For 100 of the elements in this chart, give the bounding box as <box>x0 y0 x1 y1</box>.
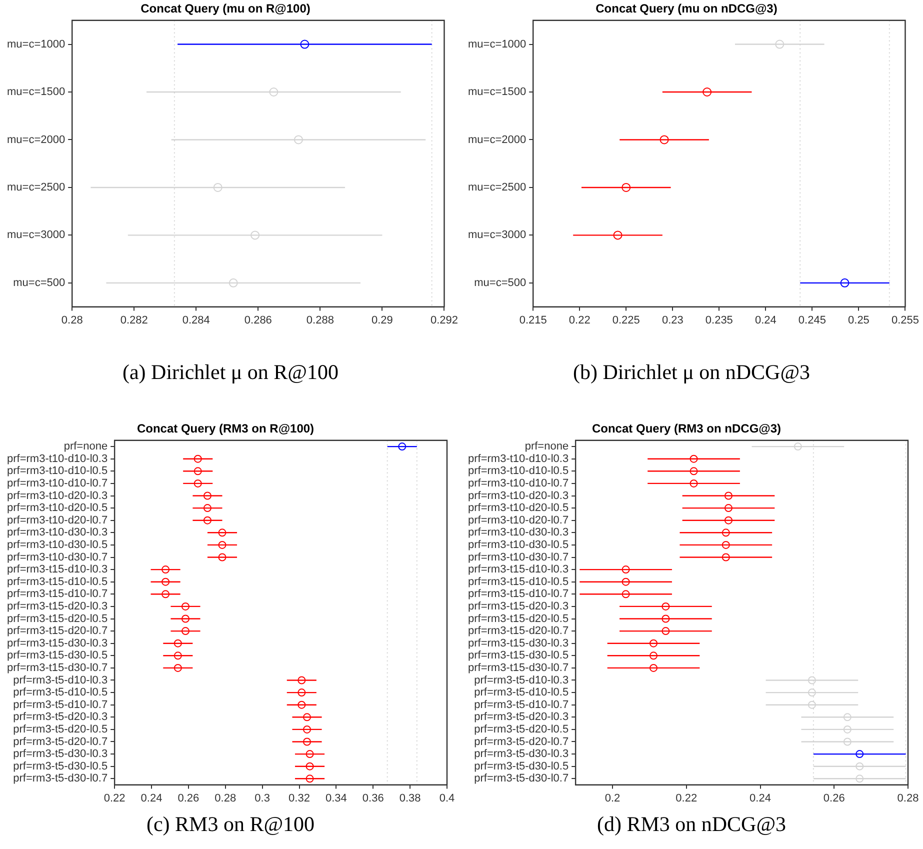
y-tick-label: mu=c=2500 <box>6 182 66 194</box>
point <box>808 676 816 684</box>
x-tick-label: 0.36 <box>362 792 384 804</box>
y-tick-label: prf=rm3-t10-d20-l0.3 <box>6 490 108 502</box>
y-tick-label: prf=rm3-t5-d30-l0.5 <box>13 760 108 772</box>
x-tick-label: 0.24 <box>140 792 162 804</box>
point <box>306 774 314 783</box>
point <box>622 578 630 586</box>
point <box>194 454 202 463</box>
x-tick-label: 0.28 <box>61 314 83 326</box>
point <box>690 467 698 476</box>
point <box>622 566 630 574</box>
x-tick-label: 0.25 <box>848 314 870 326</box>
point <box>203 492 212 500</box>
chart-title: Concat Query (RM3 on nDCG@3) <box>592 422 782 436</box>
point <box>794 442 802 451</box>
point <box>250 230 260 240</box>
y-tick-label: prf=rm3-t5-d20-l0.3 <box>13 711 108 724</box>
point <box>690 454 698 463</box>
y-tick-label: prf=rm3-t10-d30-l0.7 <box>468 551 569 564</box>
point <box>298 676 306 684</box>
point <box>650 639 658 648</box>
x-tick-label: 0.22 <box>104 792 126 804</box>
x-tick-label: 0.284 <box>182 314 210 326</box>
y-tick-label: prf=rm3-t5-d20-l0.5 <box>474 723 569 736</box>
y-tick-label: prf=rm3-t15-d10-l0.3 <box>468 564 569 576</box>
y-tick-label: prf=rm3-t5-d20-l0.7 <box>13 736 108 748</box>
point <box>203 516 212 524</box>
point <box>856 774 864 783</box>
point <box>843 713 852 722</box>
y-tick-label: prf=rm3-t5-d10-l0.7 <box>474 698 569 711</box>
point <box>775 40 784 49</box>
y-tick-label: prf=rm3-t10-d30-l0.5 <box>6 538 108 551</box>
x-tick-label: 0.288 <box>306 314 334 326</box>
y-tick-label: prf=rm3-t15-d20-l0.3 <box>6 600 108 612</box>
x-tick-label: 0.282 <box>120 314 148 326</box>
point <box>650 652 658 660</box>
x-tick-label: 0.2 <box>604 792 620 804</box>
y-tick-label: mu=c=1500 <box>468 86 526 98</box>
x-tick-label: 0.28 <box>897 792 919 804</box>
point <box>722 553 730 562</box>
point <box>194 467 202 476</box>
y-tick-label: prf=rm3-t15-d30-l0.5 <box>6 650 108 662</box>
x-tick-label: 0.245 <box>798 314 826 326</box>
x-tick-label: 0.26 <box>178 792 200 804</box>
point <box>690 479 698 488</box>
y-tick-label: prf=rm3-t10-d10-l0.5 <box>468 465 569 478</box>
x-tick-label: 0.286 <box>244 314 272 326</box>
text: (a) Dirichlet μ on R@100 <box>121 360 340 385</box>
x-tick-label: 0.24 <box>754 314 776 326</box>
y-tick-label: prf=rm3-t15-d30-l0.7 <box>6 662 108 674</box>
y-tick-label: mu=c=500 <box>474 276 526 289</box>
y-tick-label: prf=rm3-t10-d30-l0.7 <box>6 551 108 564</box>
y-tick-label: prf=rm3-t10-d30-l0.5 <box>468 538 569 551</box>
point <box>840 278 850 288</box>
y-tick-label: mu=c=1000 <box>468 38 526 50</box>
y-tick-label: prf=rm3-t15-d10-l0.5 <box>468 576 569 588</box>
point <box>218 553 226 562</box>
y-tick-label: prf=rm3-t5-d30-l0.5 <box>474 760 569 772</box>
x-tick-label: 0.38 <box>399 792 421 804</box>
x-tick-label: 0.3 <box>254 792 270 804</box>
y-tick-label: prf=rm3-t10-d20-l0.7 <box>468 514 569 526</box>
point <box>856 762 864 770</box>
y-tick-label: prf=rm3-t10-d20-l0.5 <box>468 502 569 514</box>
point <box>174 664 182 672</box>
y-tick-label: prf=rm3-t10-d20-l0.7 <box>6 514 108 526</box>
point <box>662 614 670 623</box>
y-tick-label: mu=c=2500 <box>468 182 526 194</box>
point <box>213 182 222 192</box>
point <box>660 135 669 144</box>
y-tick-label: prf=rm3-t5-d10-l0.7 <box>13 698 108 711</box>
x-tick-label: 0.26 <box>823 792 845 804</box>
y-tick-label: prf=rm3-t15-d30-l0.5 <box>468 650 569 662</box>
point <box>298 688 306 697</box>
point <box>181 602 190 610</box>
chart-title: Concat Query (mu on nDCG@3) <box>596 2 778 16</box>
point <box>303 713 312 722</box>
y-tick-label: prf=rm3-t5-d10-l0.3 <box>13 674 108 686</box>
y-tick-label: mu=c=500 <box>13 276 66 289</box>
y-tick-label: prf=rm3-t15-d30-l0.3 <box>468 637 569 650</box>
y-tick-label: prf=rm3-t15-d30-l0.3 <box>6 637 108 650</box>
x-tick-label: 0.23 <box>662 314 684 326</box>
x-tick-label: 0.32 <box>288 792 310 804</box>
point <box>174 639 182 648</box>
y-tick-label: prf=rm3-t15-d30-l0.7 <box>468 662 569 674</box>
y-tick-label: prf=rm3-t5-d20-l0.7 <box>474 736 569 748</box>
chart-title: Concat Query (mu on R@100) <box>140 2 310 16</box>
y-tick-label: prf=rm3-t5-d20-l0.5 <box>13 723 108 736</box>
x-tick-label: 0.22 <box>676 792 698 804</box>
point <box>174 652 182 660</box>
y-tick-label: prf=rm3-t15-d20-l0.3 <box>468 600 569 612</box>
x-tick-label: 0.29 <box>372 314 393 326</box>
y-tick-label: prf=rm3-t10-d30-l0.3 <box>468 526 569 539</box>
point <box>306 750 314 758</box>
text: (b) Dirichlet μ on nDCG@3 <box>572 360 812 385</box>
point <box>843 725 852 734</box>
point <box>162 578 170 586</box>
x-tick-label: 0.28 <box>214 792 236 804</box>
y-tick-label: mu=c=2000 <box>6 134 66 146</box>
y-tick-label: prf=rm3-t5-d30-l0.3 <box>474 748 569 760</box>
